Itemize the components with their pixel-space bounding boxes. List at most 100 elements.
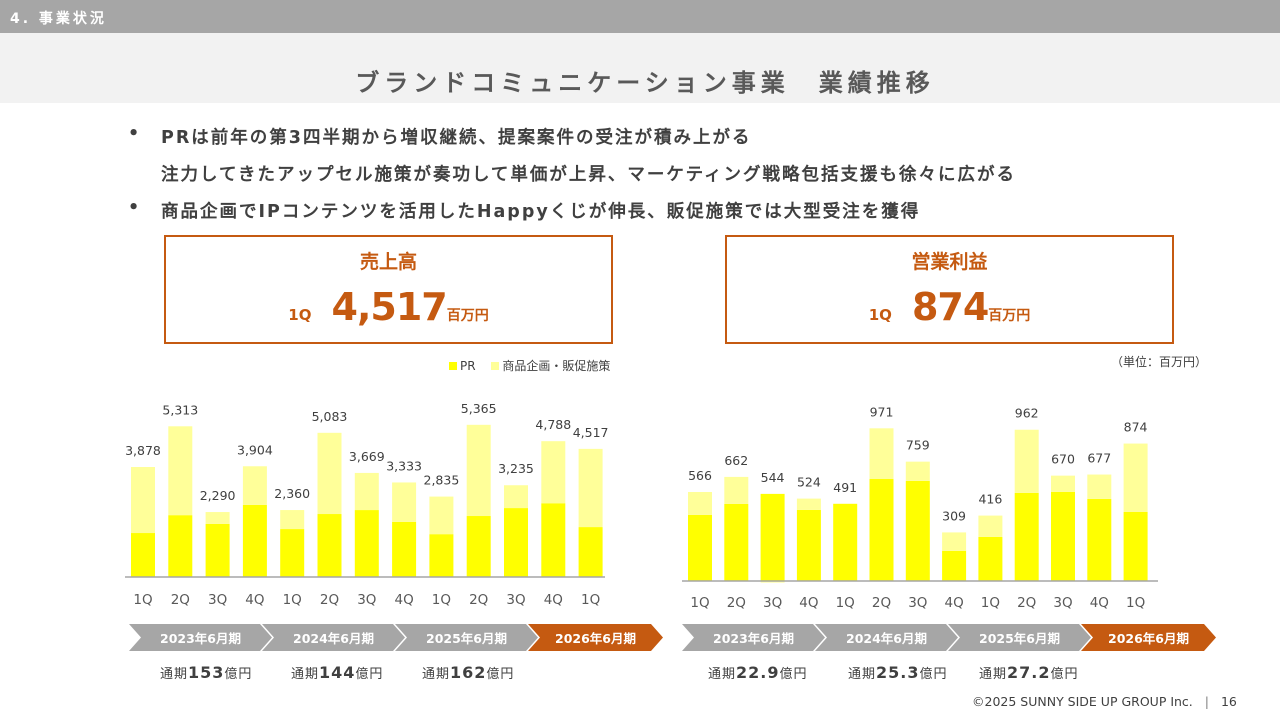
sales-tick-label: 3Q	[506, 592, 525, 608]
sales-tick-label: 2Q	[320, 592, 339, 608]
title-bar: ブランドコミュニケーション事業 業績推移	[0, 33, 1280, 103]
sales-bar-pr	[541, 503, 566, 577]
annual-value: 25.3	[876, 663, 920, 682]
sales-period-arrow: 2023年6月期	[129, 624, 272, 651]
sales-bar-pr	[466, 516, 491, 577]
sales-tick-label: 4Q	[544, 592, 563, 608]
profit-bar-product-negative	[760, 581, 785, 583]
annual-value: 153	[188, 663, 225, 682]
sales-bar-pr	[504, 508, 528, 577]
sales-bar-product	[131, 467, 155, 534]
copyright: ©2025 SUNNY SIDE UP GROUP Inc.	[972, 694, 1193, 709]
sales-bar-product	[205, 512, 230, 524]
charts-canvas: 3,878 1Q 5,313 2Q 2,290 3Q 3,904 4Q 2,360 1Q 5,083…	[125, 401, 1158, 611]
profit-bar-pr	[833, 503, 858, 581]
sales-tick-label: 3Q	[357, 592, 376, 608]
sales-annual-2024: 通期144億円	[291, 663, 383, 682]
legend-swatch-product	[491, 362, 500, 370]
sales-kpi-unit: 百万円	[446, 308, 489, 324]
sales-data-label: 3,333	[386, 458, 422, 473]
profit-period-arrow: 2026年6月期	[1081, 624, 1216, 651]
sales-bar-pr	[242, 504, 267, 577]
profit-tick-label: 4Q	[799, 595, 818, 611]
profit-bar-pr	[688, 514, 712, 581]
annual-value: 144	[319, 663, 356, 682]
profit-bar-product	[942, 532, 967, 551]
sales-bar-product	[429, 496, 454, 535]
sales-tick-label: 1Q	[283, 592, 302, 608]
profit-bar-pr	[1087, 498, 1112, 581]
sales-kpi-row: 1Q 4,517百万円	[166, 285, 611, 329]
profit-bar-pr	[978, 536, 1003, 581]
sales-data-label: 2,290	[200, 488, 236, 503]
sales-period-arrow: 2026年6月期	[528, 624, 663, 651]
sales-data-label: 5,365	[461, 401, 497, 416]
annual-unit: 億円	[355, 667, 384, 682]
legend-label-product: 商品企画・販促施策	[502, 359, 611, 373]
profit-bar-product	[1014, 429, 1039, 493]
sales-bar-product	[466, 424, 491, 517]
sales-kpi-value: 4,517	[331, 285, 448, 329]
profit-bar-pr	[1123, 511, 1148, 581]
profit-data-label: 544	[761, 470, 785, 485]
profit-tick-label: 1Q	[836, 595, 855, 611]
profit-bar-pr	[724, 503, 749, 581]
bullet-text: PRは前年の第3四半期から増収継続、提案案件の受注が積み上がる	[161, 128, 752, 148]
profit-period-arrow: 2023年6月期	[682, 624, 825, 651]
profit-data-label: 662	[724, 453, 748, 468]
bullet-text: 注力してきたアップセル施策が奏功して単価が上昇、マーケティング戦略包括支援も徐々…	[161, 165, 1017, 185]
section-header-bar: 4. 事業状況	[0, 0, 1280, 33]
profit-tick-label: 4Q	[1090, 595, 1109, 611]
sales-data-label: 4,517	[573, 425, 609, 440]
profit-bar-pr	[760, 493, 785, 581]
sales-data-label: 3,669	[349, 449, 385, 464]
profit-tick-label: 4Q	[944, 595, 963, 611]
sales-data-label: 3,904	[237, 442, 273, 457]
profit-bar-pr	[905, 480, 930, 581]
footer: ©2025 SUNNY SIDE UP GROUP Inc. | 16	[972, 694, 1237, 709]
annual-prefix: 通期	[160, 667, 189, 682]
profit-tick-label: 1Q	[981, 595, 1000, 611]
profit-kpi-row: 1Q 874百万円	[727, 285, 1172, 329]
legend-swatch-pr	[449, 362, 457, 370]
sales-data-label: 2,835	[424, 473, 460, 488]
profit-bar-pr	[869, 478, 894, 581]
profit-kpi-quarter: 1Q	[868, 306, 892, 324]
profit-tick-label: 3Q	[908, 595, 927, 611]
annual-unit: 億円	[224, 667, 253, 682]
annual-unit: 億円	[779, 667, 808, 682]
sales-kpi-box: 売上高 1Q 4,517百万円	[164, 235, 613, 344]
annual-prefix: 通期	[848, 667, 877, 682]
sales-tick-label: 2Q	[469, 592, 488, 608]
profit-data-label: 491	[833, 480, 857, 495]
profit-period-arrow: 2024年6月期	[815, 624, 958, 651]
sales-kpi-title: 売上高	[359, 251, 417, 273]
sales-bar-pr	[205, 523, 230, 577]
sales-bar-product	[168, 426, 193, 516]
profit-data-label: 971	[870, 404, 894, 419]
sales-tick-label: 4Q	[245, 592, 264, 608]
sales-data-label: 5,313	[162, 402, 198, 417]
annual-unit: 億円	[919, 667, 948, 682]
sales-tick-label: 2Q	[171, 592, 190, 608]
profit-annual-2025: 通期27.2億円	[979, 663, 1079, 682]
page-number: 16	[1220, 694, 1237, 709]
profit-bar-product	[1123, 443, 1148, 512]
profit-bar-product	[1087, 474, 1112, 499]
section-label: 4. 事業状況	[10, 11, 107, 27]
sales-bar-pr	[168, 515, 193, 577]
sales-bar-product	[392, 482, 417, 522]
sales-bar-product	[504, 485, 528, 509]
bullet-marker: •	[128, 198, 142, 218]
profit-bar-product	[905, 461, 930, 481]
bullet-text: 商品企画でIPコンテンツを活用したHappyくじが伸長、販促施策では大型受注を獲…	[161, 202, 921, 222]
profit-data-label: 874	[1124, 420, 1148, 435]
annual-prefix: 通期	[979, 667, 1008, 682]
profit-data-label: 416	[978, 492, 1002, 507]
profit-data-label: 309	[942, 508, 966, 523]
page-title: ブランドコミュニケーション事業 業績推移	[355, 69, 935, 97]
sales-tick-label: 3Q	[208, 592, 227, 608]
sales-bar-product	[541, 441, 566, 504]
sales-bar-product	[280, 510, 305, 530]
sales-bar-pr	[280, 529, 305, 577]
